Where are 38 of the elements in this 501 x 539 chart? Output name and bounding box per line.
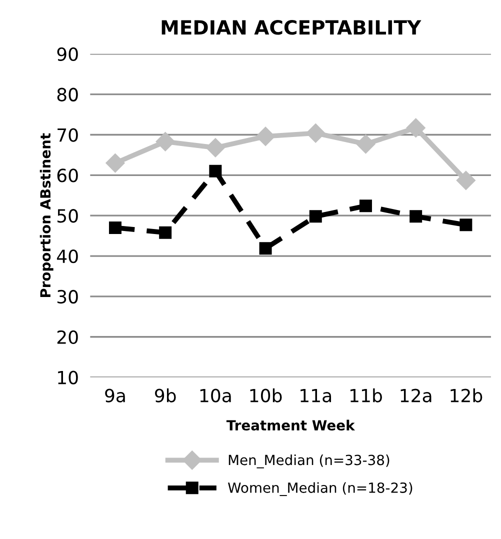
point xyxy=(159,226,172,239)
legend-label: Men_Median (n=33-38) xyxy=(228,454,390,468)
point xyxy=(460,218,472,232)
y-tick-label: 80 xyxy=(57,88,78,102)
point xyxy=(456,170,476,190)
x-tick-label: 10b xyxy=(250,388,282,402)
point xyxy=(410,210,422,223)
x-tick-label: 11b xyxy=(350,388,382,402)
point xyxy=(259,242,272,255)
x-tick-label: 12b xyxy=(450,388,482,402)
x-tick-label: 10a xyxy=(200,388,231,402)
y-tick-label: 50 xyxy=(57,209,78,223)
x-axis-title: Treatment Week xyxy=(226,420,356,431)
y-tick-label: 60 xyxy=(57,168,78,182)
point xyxy=(309,210,322,223)
y-tick-label: 20 xyxy=(57,330,78,344)
y-tick-label: 90 xyxy=(57,47,78,62)
point xyxy=(356,134,376,154)
y-tick-label: 40 xyxy=(56,249,78,264)
x-tick-label: 9a xyxy=(105,388,125,402)
y-tick-label: 70 xyxy=(58,128,78,142)
point xyxy=(206,138,225,158)
point xyxy=(406,118,426,138)
point xyxy=(256,126,276,146)
chart-title: MEDIAN ACCEPTABILITY xyxy=(162,20,422,35)
x-tick-label: 12a xyxy=(400,388,432,402)
point xyxy=(156,132,175,152)
point xyxy=(359,200,372,212)
point xyxy=(209,164,222,178)
x-tick-label: 11a xyxy=(300,388,332,402)
point xyxy=(306,124,326,143)
legend-label: Women_Median (n=18-23) xyxy=(228,482,412,496)
x-tick-label: 9b xyxy=(154,388,176,402)
y-tick-label: 30 xyxy=(57,290,78,304)
point xyxy=(106,154,125,173)
point xyxy=(108,221,122,234)
y-tick-label: 10 xyxy=(58,370,78,384)
y-axis-title: Proportion ABstinent xyxy=(40,133,54,298)
